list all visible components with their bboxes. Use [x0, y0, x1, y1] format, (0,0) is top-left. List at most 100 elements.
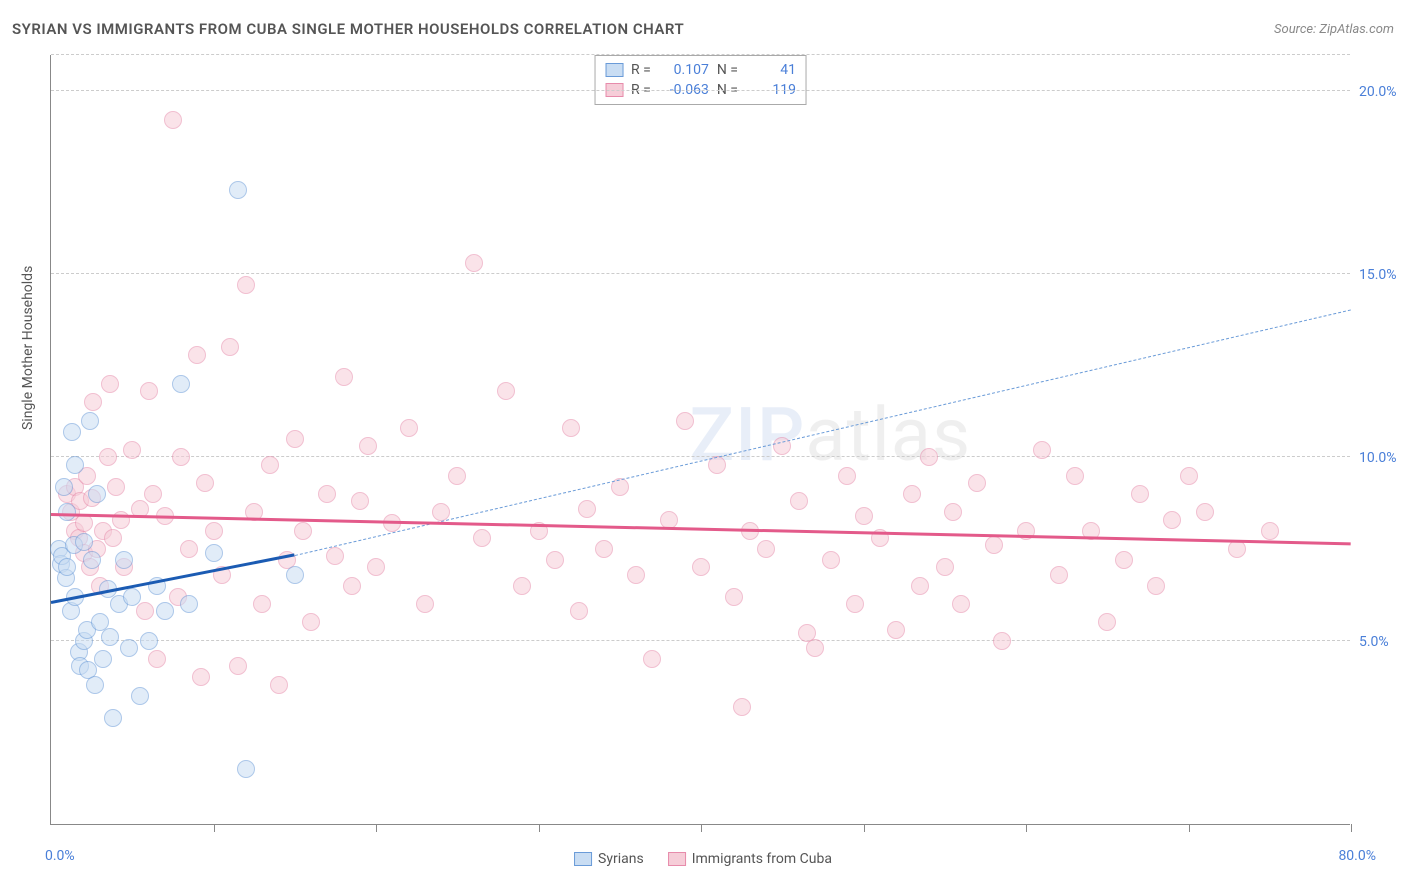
stats-row-syrians: R = 0.107 N = 41 — [605, 60, 796, 80]
scatter-point — [1115, 551, 1133, 569]
scatter-point — [643, 650, 661, 668]
scatter-point — [55, 478, 73, 496]
scatter-point — [131, 687, 149, 705]
scatter-point — [58, 558, 76, 576]
scatter-point — [903, 485, 921, 503]
scatter-point — [822, 551, 840, 569]
scatter-point — [196, 474, 214, 492]
y-tick-label: 15.0% — [1359, 267, 1397, 283]
y-tick-label: 10.0% — [1359, 450, 1397, 466]
scatter-point — [86, 676, 104, 694]
scatter-point — [101, 375, 119, 393]
scatter-point — [104, 709, 122, 727]
gridline — [51, 273, 1350, 274]
x-tick — [539, 824, 540, 832]
scatter-point — [790, 492, 808, 510]
scatter-point — [75, 514, 93, 532]
x-origin-label: 0.0% — [45, 848, 75, 864]
scatter-point — [351, 492, 369, 510]
legend-swatch-syrians — [574, 852, 592, 866]
scatter-point — [84, 393, 102, 411]
scatter-point — [205, 522, 223, 540]
scatter-point — [733, 698, 751, 716]
scatter-point — [359, 437, 377, 455]
scatter-point — [627, 566, 645, 584]
scatter-point — [88, 485, 106, 503]
y-tick-label: 5.0% — [1359, 634, 1389, 650]
scatter-point — [261, 456, 279, 474]
scatter-point — [221, 338, 239, 356]
scatter-point — [1050, 566, 1068, 584]
scatter-point — [936, 558, 954, 576]
scatter-point — [172, 448, 190, 466]
x-tick — [1351, 824, 1352, 832]
scatter-point — [140, 632, 158, 650]
scatter-point — [318, 485, 336, 503]
scatter-point — [335, 368, 353, 386]
scatter-point — [343, 577, 361, 595]
scatter-point — [448, 467, 466, 485]
gridline — [51, 640, 1350, 641]
scatter-point — [367, 558, 385, 576]
scatter-point — [1196, 503, 1214, 521]
scatter-point — [546, 551, 564, 569]
scatter-point — [952, 595, 970, 613]
scatter-point — [164, 111, 182, 129]
scatter-point — [294, 522, 312, 540]
scatter-point — [81, 412, 99, 430]
scatter-point — [513, 577, 531, 595]
scatter-point — [326, 547, 344, 565]
legend-label-cuba: Immigrants from Cuba — [692, 851, 832, 867]
scatter-point — [253, 595, 271, 613]
scatter-point — [400, 419, 418, 437]
x-max-label: 80.0% — [1338, 848, 1376, 864]
chart-container: SYRIAN VS IMMIGRANTS FROM CUBA SINGLE MO… — [0, 0, 1406, 892]
scatter-point — [562, 419, 580, 437]
scatter-point — [1180, 467, 1198, 485]
y-tick-label: 20.0% — [1359, 84, 1397, 100]
plot-area: ZIPatlas R = 0.107 N = 41 R = -0.063 N =… — [50, 55, 1350, 825]
gridline — [51, 456, 1350, 457]
watermark-atlas: atlas — [805, 392, 971, 479]
scatter-point — [473, 529, 491, 547]
watermark-zip: ZIP — [690, 392, 806, 479]
scatter-point — [1131, 485, 1149, 503]
scatter-point — [156, 602, 174, 620]
scatter-point — [497, 382, 515, 400]
swatch-syrians — [605, 63, 623, 77]
scatter-point — [286, 566, 304, 584]
x-tick — [214, 824, 215, 832]
scatter-point — [115, 551, 133, 569]
scatter-point — [920, 448, 938, 466]
stats-legend-box: R = 0.107 N = 41 R = -0.063 N = 119 — [594, 55, 807, 105]
r-label: R = — [631, 60, 651, 80]
scatter-point — [148, 650, 166, 668]
x-tick — [376, 824, 377, 832]
scatter-point — [757, 540, 775, 558]
scatter-point — [192, 668, 210, 686]
legend-item-syrians: Syrians — [574, 851, 644, 867]
n-value-syrians: 41 — [746, 60, 796, 80]
legend-label-syrians: Syrians — [598, 851, 644, 867]
bottom-legend: Syrians Immigrants from Cuba — [574, 851, 832, 867]
scatter-point — [302, 613, 320, 631]
scatter-point — [107, 478, 125, 496]
scatter-point — [66, 456, 84, 474]
scatter-point — [270, 676, 288, 694]
scatter-point — [99, 448, 117, 466]
scatter-point — [570, 602, 588, 620]
scatter-point — [237, 760, 255, 778]
scatter-point — [595, 540, 613, 558]
x-tick — [1026, 824, 1027, 832]
scatter-point — [286, 430, 304, 448]
scatter-point — [123, 588, 141, 606]
scatter-point — [75, 533, 93, 551]
scatter-point — [1147, 577, 1165, 595]
y-axis-label: Single Mother Households — [20, 266, 36, 430]
scatter-point — [180, 595, 198, 613]
scatter-point — [676, 412, 694, 430]
scatter-point — [94, 650, 112, 668]
scatter-point — [1261, 522, 1279, 540]
scatter-point — [944, 503, 962, 521]
scatter-point — [229, 657, 247, 675]
